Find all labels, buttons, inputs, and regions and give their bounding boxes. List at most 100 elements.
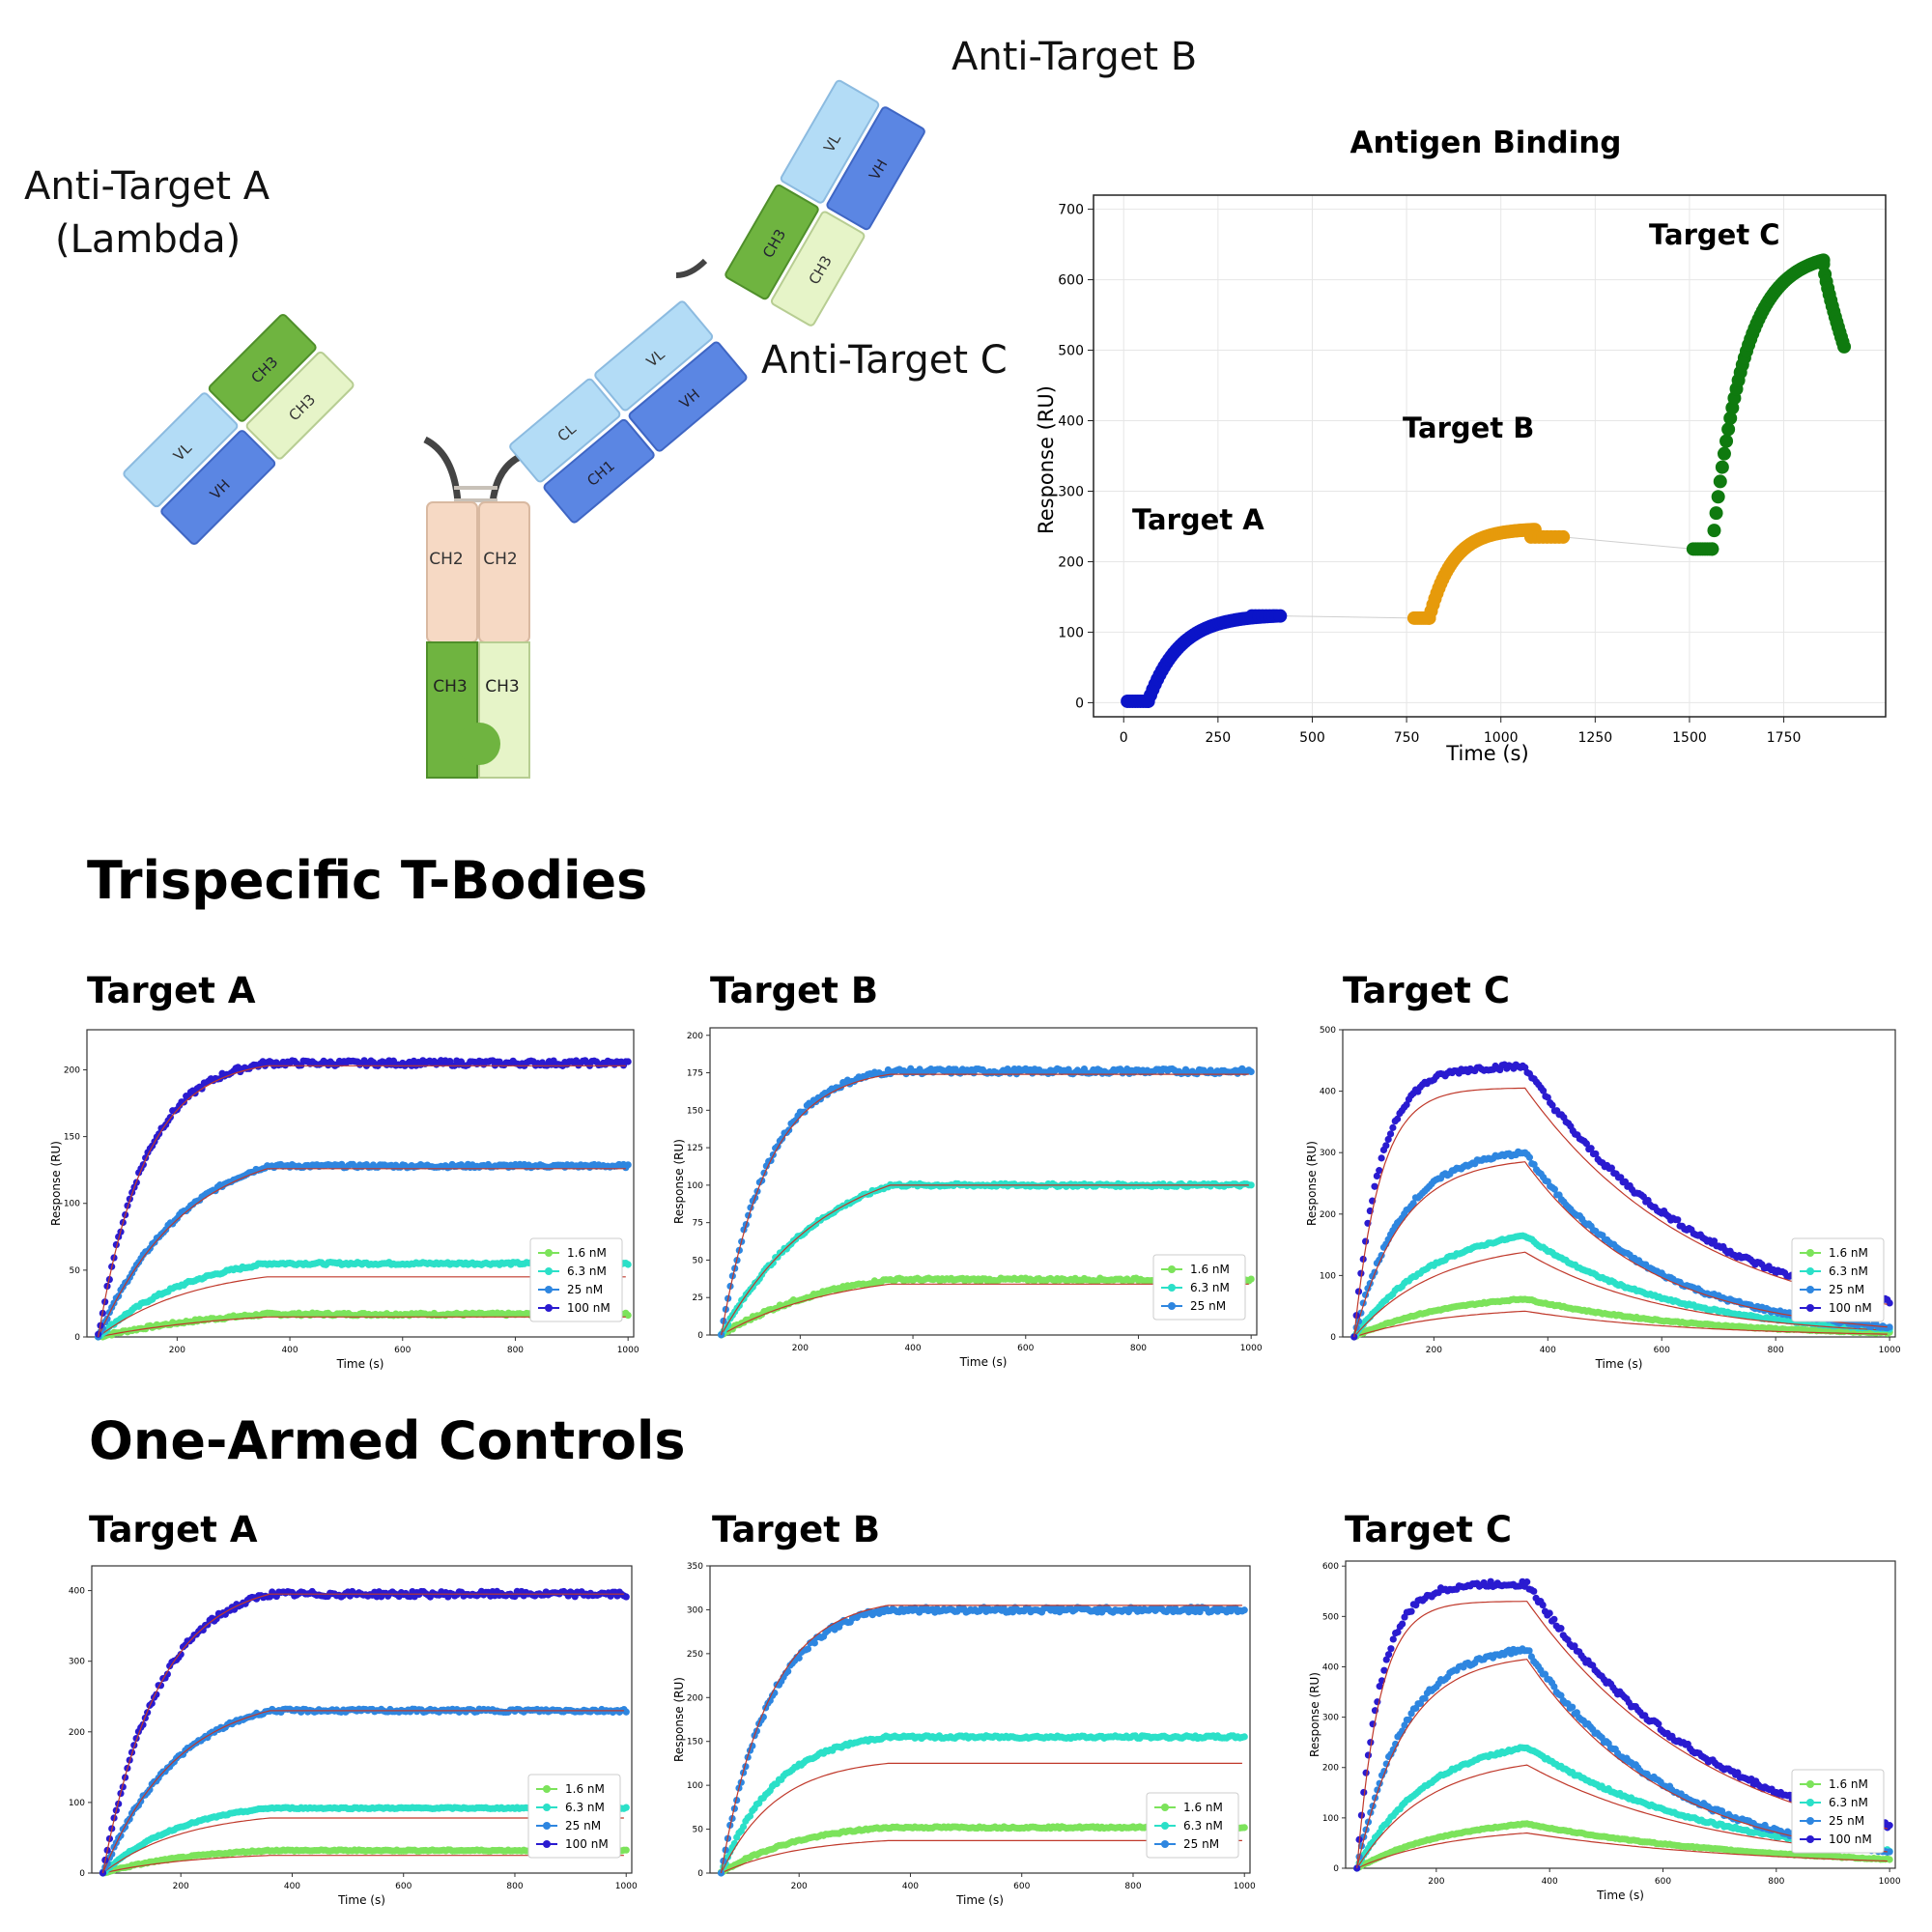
series-target-a: [1121, 609, 1288, 708]
y-tick-label: 175: [687, 1069, 703, 1079]
x-tick-label: 200: [173, 1882, 189, 1891]
legend-label: 25 nM: [567, 1283, 603, 1296]
data-point: [810, 1639, 818, 1647]
legend-swatch-marker: [1168, 1265, 1176, 1273]
data-point: [624, 1058, 632, 1065]
y-tick-label: 200: [687, 1032, 703, 1041]
x-tick-label: 600: [1013, 1882, 1030, 1891]
data-point: [1240, 1606, 1248, 1614]
panel-title-control-a: Target A: [89, 1509, 258, 1550]
x-axis-label: Time (s): [337, 1893, 385, 1907]
y-tick-label: 250: [687, 1650, 703, 1660]
x-tick-label: 800: [1768, 1346, 1784, 1355]
data-point: [1359, 1255, 1367, 1264]
y-tick-label: 200: [1058, 554, 1084, 570]
data-point: [163, 1670, 171, 1678]
data-point: [1273, 609, 1288, 623]
y-tick-label: 400: [1320, 1088, 1336, 1097]
data-point: [1713, 474, 1727, 489]
x-tick-label: 600: [1017, 1344, 1034, 1353]
legend-box: [1152, 1254, 1246, 1321]
panel-title-control-c: Target C: [1345, 1509, 1512, 1550]
fit-line: [98, 1065, 626, 1338]
series-6-3-nM: [99, 1804, 630, 1877]
y-tick-label: 300: [69, 1658, 85, 1667]
y-tick-label: 100: [687, 1781, 703, 1791]
ch2-right-domain: [478, 501, 530, 643]
x-tick-label: 200: [169, 1346, 185, 1355]
data-point: [1357, 1269, 1365, 1277]
legend-swatch-marker: [1161, 1804, 1169, 1811]
antibody-diagram: CH2 CH2 CH3 CH3 VL VH CH3 CH3 VL VH CH3 …: [123, 79, 925, 779]
y-tick-label: 500: [1320, 1026, 1336, 1036]
legend-swatch-marker: [545, 1304, 553, 1312]
data-point: [1240, 1733, 1248, 1741]
y-tick-label: 125: [687, 1144, 703, 1153]
plot-frame: [1093, 194, 1887, 718]
x-axis-label: Time (s): [1596, 1889, 1644, 1902]
data-point: [1247, 1067, 1255, 1076]
x-tick-label: 1500: [1672, 730, 1707, 746]
fit-line: [720, 1762, 1242, 1874]
data-point: [1403, 1100, 1410, 1109]
ch2-right-text: CH2: [483, 550, 517, 569]
data-point: [1723, 411, 1738, 425]
data-point: [1378, 1154, 1385, 1162]
chart-grid: [1094, 195, 1886, 717]
x-axis-label: Time (s): [1445, 742, 1528, 765]
legend-box: [529, 1237, 623, 1322]
y-tick-label: 100: [69, 1799, 85, 1808]
series-1-6-nM: [718, 1274, 1255, 1339]
knob-shape: [458, 723, 500, 765]
x-axis: 0 250 500 750 1000 1250 1500 1750: [1120, 717, 1801, 746]
x-tick-label: 1000: [1879, 1877, 1901, 1887]
y-tick-label: 150: [64, 1133, 80, 1143]
series-target-b: [1406, 523, 1571, 625]
legend-swatch-marker: [1161, 1822, 1169, 1830]
series-100-nM: [99, 1587, 630, 1877]
x-tick-label: 0: [1120, 730, 1128, 746]
anti-target-a-label: Anti-Target A: [24, 164, 270, 209]
data-point: [1548, 1101, 1556, 1109]
data-point: [1240, 1824, 1248, 1832]
anti-target-a-lambda-label: (Lambda): [55, 217, 242, 262]
series-25-nM: [717, 1604, 1248, 1877]
y-tick-label: 0: [1330, 1333, 1336, 1343]
data-point: [1386, 1130, 1395, 1138]
x-tick-label: 200: [1426, 1346, 1442, 1355]
y-tick-label: 600: [1058, 273, 1084, 289]
data-point: [1837, 339, 1852, 354]
data-point: [733, 1796, 741, 1804]
x-tick-label: 1000: [1240, 1344, 1263, 1353]
lower-right-arm: VL VH CL CH1: [509, 300, 748, 524]
y-tick-label: 50: [693, 1826, 704, 1835]
connector-line: [1280, 615, 1414, 619]
x-tick-label: 750: [1394, 730, 1420, 746]
ch3-fc-left-text: CH3: [433, 677, 467, 696]
legend-swatch-marker: [1168, 1284, 1176, 1292]
data-point: [1525, 1153, 1534, 1161]
data-point: [622, 1846, 630, 1854]
data-point: [804, 1645, 812, 1653]
y-tick-label: 200: [64, 1065, 80, 1075]
panel-title-trispecific-c: Target C: [1343, 970, 1510, 1011]
x-tick-label: 400: [281, 1346, 298, 1355]
data-point: [1394, 1115, 1402, 1122]
x-tick-label: 400: [1542, 1877, 1558, 1887]
x-tick-label: 500: [1299, 730, 1325, 746]
x-tick-label: 1000: [1879, 1346, 1901, 1355]
x-tick-label: 250: [1205, 730, 1231, 746]
data-point: [746, 1812, 754, 1820]
upper-right-arm: VL VH CH3 CH3: [724, 79, 925, 327]
